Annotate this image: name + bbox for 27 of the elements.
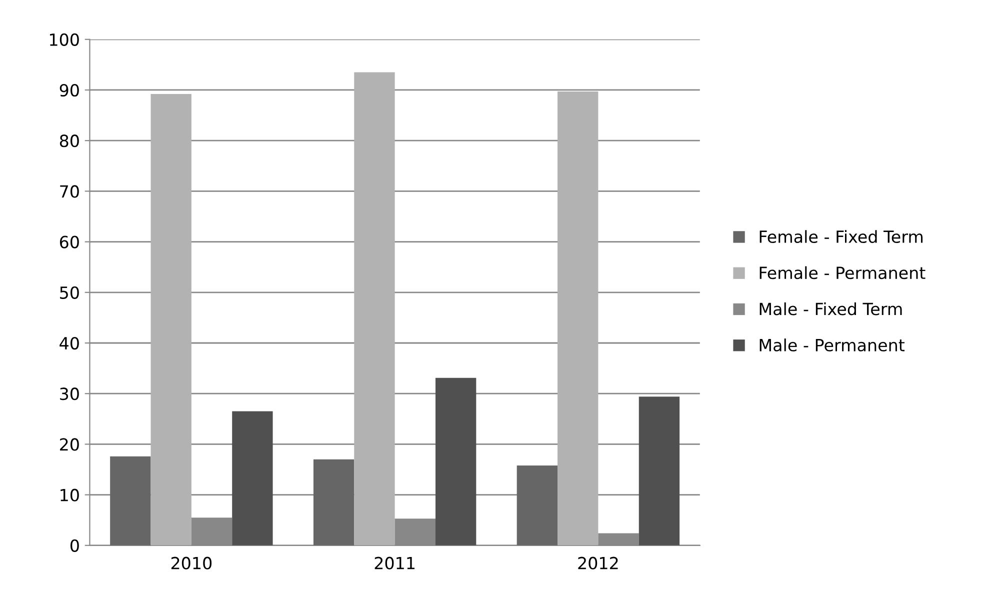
bar <box>232 411 273 546</box>
y-tick-label: 40 <box>60 336 79 350</box>
y-tick-label: 80 <box>60 134 79 148</box>
x-tick-label: 2010 <box>171 556 212 570</box>
y-tick-label: 10 <box>60 488 79 502</box>
legend-label: Male - Fixed Term <box>760 302 902 316</box>
bar <box>435 378 476 546</box>
bar <box>516 465 558 546</box>
y-tick-label: 20 <box>60 438 79 451</box>
bar <box>354 72 395 546</box>
bar <box>150 94 192 546</box>
bar <box>638 396 680 546</box>
bar <box>558 92 598 546</box>
x-tick-label: 2011 <box>374 556 414 570</box>
y-tick-label: 50 <box>60 286 79 299</box>
legend-label: Male - Permanent <box>760 338 905 352</box>
bar <box>110 456 151 546</box>
y-tick-label: 60 <box>60 236 79 248</box>
y-tick-label: 90 <box>60 84 79 97</box>
y-tick-label: 100 <box>50 33 79 46</box>
y-tick-label: 70 <box>60 185 79 198</box>
legend-label: Female - Permanent <box>760 266 926 280</box>
y-tick-label: 30 <box>60 388 79 400</box>
y-tick-label: 0 <box>70 539 79 552</box>
legend-label: Female - Fixed Term <box>760 230 923 244</box>
x-tick-label: 2012 <box>578 556 618 570</box>
bar <box>313 459 354 546</box>
